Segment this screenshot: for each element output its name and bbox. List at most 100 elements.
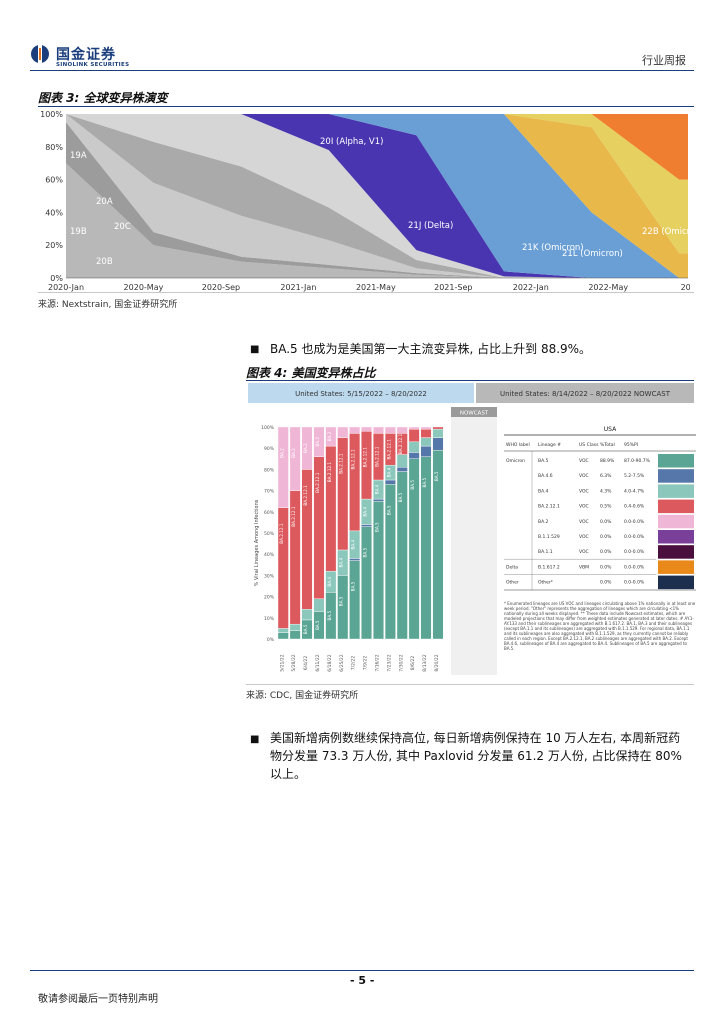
x-tick-label: 2021-Sep <box>434 283 472 292</box>
y-tick-label: 0% <box>267 637 275 643</box>
table-cell-lineage: BA.5 <box>538 458 549 464</box>
bar-segment-label: BA.5 <box>422 478 427 488</box>
x-tick-label: 2021-Jan <box>280 283 316 292</box>
bar-segment-ba-4 <box>432 428 444 438</box>
bar-segment-ba-2 <box>289 426 301 491</box>
bar-segment-label: BA.5 <box>315 620 320 630</box>
bar-segment-label: BA.2 <box>327 431 332 441</box>
bar-segment-ba-4-6 <box>372 498 384 502</box>
x-tick-label: 8/20/22 <box>434 654 440 671</box>
figure4-title: 图表 4: 美国变异株占比 <box>246 366 376 380</box>
x-tick-label: 7/2/22 <box>351 656 357 671</box>
bar-segment-label: BA.2 <box>291 448 296 458</box>
table-header-cell: 95%PI <box>624 442 638 448</box>
bar-segment-ba-2 <box>349 426 361 434</box>
bar-segment-label: BA.5 <box>434 471 439 481</box>
x-tick-label: 6/11/22 <box>315 654 321 671</box>
table-notes: * Enumerated lineages are US VOC and lin… <box>504 601 696 651</box>
y-tick-label: 50% <box>264 531 275 537</box>
bar-segment-ba-2 <box>361 426 373 432</box>
table-cell-pi: 0.0-0.0% <box>624 580 645 586</box>
table-header-cell: Lineage # <box>538 442 561 448</box>
left-panel-header <box>248 383 474 403</box>
bar-segment-ba-2 <box>313 426 325 457</box>
area-series-20c <box>66 114 688 278</box>
table-cell-pi: 0.4-0.6% <box>624 504 645 510</box>
y-tick-label: 20% <box>264 595 275 601</box>
bar-segment-ba-4-6 <box>432 437 444 451</box>
area-label: 20I (Alpha, V1) <box>320 137 383 147</box>
bar-segment-ba-5 <box>277 632 289 640</box>
table-cell-pct: 0.5% <box>600 504 612 510</box>
table-color-swatch <box>658 499 694 514</box>
x-tick-label: 2020-Sep <box>202 283 240 292</box>
x-tick-label: 7/9/22 <box>363 656 369 671</box>
bar-segment-label: BA.4 <box>386 467 391 477</box>
bar-segment-ba-4 <box>420 437 432 447</box>
bar-segment-label: BA.2.12.1 <box>363 447 368 468</box>
bar-segment-ba-2 <box>372 426 384 434</box>
bullet-icon: ■ <box>250 344 260 355</box>
bar-segment-label: BA.5 <box>351 581 356 591</box>
table-cell-pi: 0.0-0.0% <box>624 549 645 555</box>
figure4-source-divider <box>246 684 694 685</box>
table-cell-class: VOC <box>579 534 589 540</box>
bar-segment-ba-4-6 <box>408 452 420 460</box>
bar-segment-ba-2 <box>277 426 289 508</box>
y-tick-label: 100% <box>261 425 275 431</box>
nowcast-tag <box>451 407 497 417</box>
table-cell-pct: 6.3% <box>600 473 612 479</box>
area-label: 20A <box>96 197 113 207</box>
area-series-20i-alpha-v1- <box>66 114 688 278</box>
x-tick-label: 8/13/22 <box>422 654 428 671</box>
table-cell-who: Other <box>506 580 519 586</box>
figure4-source: 来源: CDC, 国金证券研究所 <box>246 691 359 701</box>
figure3-title: 图表 3: 全球变异株演变 <box>38 91 168 105</box>
bar-segment-ba-4 <box>408 441 420 453</box>
y-tick-label: 30% <box>264 573 275 579</box>
table-cell-pct: 0.0% <box>600 564 612 570</box>
bar-segment-label: BA.5 <box>398 492 403 502</box>
table-cell-class: VOC <box>579 549 589 555</box>
y-tick-label: 40% <box>264 552 275 558</box>
bar-segment-label: BA.4 <box>339 558 344 568</box>
bar-segment-label: BA.2.12.1 <box>374 446 379 467</box>
bar-segment-label: BA.4 <box>327 577 332 587</box>
table-header-cell: WHO label <box>506 442 530 448</box>
bar-segment-label: BA.2.12.1 <box>327 462 332 483</box>
table-notes-container: * Enumerated lineages are US VOC and lin… <box>504 601 696 651</box>
bar-segment-label: BA.2.12.1 <box>315 472 320 493</box>
us-variant-proportion-figure: United States: 5/15/2022 – 8/20/2022 Uni… <box>248 383 696 675</box>
area-series-20a <box>66 114 688 278</box>
x-tick-label: 5/21/22 <box>279 654 285 671</box>
bar-segment-ba-4-6 <box>349 558 361 561</box>
bar-segment-ba-5 <box>349 560 361 640</box>
y-tick-label: 60% <box>264 510 275 516</box>
figure3-title-divider <box>38 106 694 107</box>
table-cell-lineage: BA.1.1 <box>538 549 553 555</box>
bar-segment-ba-4-6 <box>396 467 408 472</box>
table-cell-lineage: B.1.1.529 <box>538 534 560 540</box>
bar-segment-ba-4 <box>396 454 408 468</box>
table-color-swatch <box>658 530 694 544</box>
bar-segment-ba-5 <box>361 526 373 640</box>
table-cell-who: Omicron <box>506 458 525 464</box>
bar-segment-ba-4 <box>277 628 289 633</box>
table-cell-pct: 88.9% <box>600 458 615 464</box>
table-cell-class: VOC <box>579 473 589 479</box>
bar-segment-ba-4-6 <box>384 479 396 485</box>
bar-segment-ba-4-6 <box>361 524 373 527</box>
bar-segment-ba-4 <box>313 598 325 612</box>
table-color-swatch <box>658 514 694 529</box>
table-cell-lineage: BA.4.6 <box>538 473 553 479</box>
table-cell-pct: 0.0% <box>600 549 612 555</box>
y-tick-label: 40% <box>45 208 63 217</box>
area-label: 19A <box>70 151 87 161</box>
table-cell-class: VOC <box>579 504 589 510</box>
bar-segment-ba-2-12-1 <box>432 426 444 430</box>
x-tick-label: 2022-Jan <box>513 283 549 292</box>
bullet2-text: 美国新增病例数继续保持高位, 每日新增病例保持在 10 万人左右, 本周新冠药物… <box>270 731 682 781</box>
table-color-swatch <box>658 560 694 574</box>
area-series-19a <box>66 163 688 278</box>
bar-segment-label: BA.5 <box>303 624 308 634</box>
